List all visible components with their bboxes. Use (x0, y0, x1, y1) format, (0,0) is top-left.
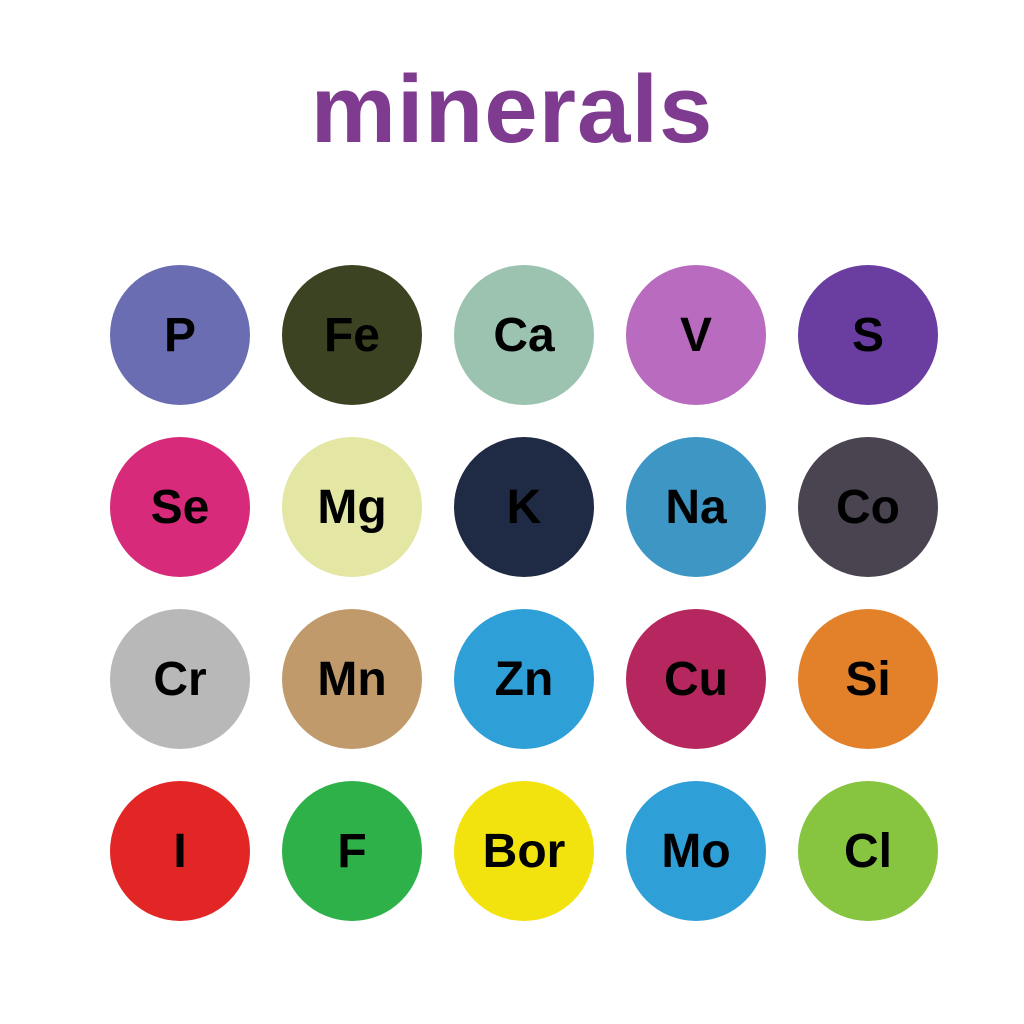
mineral-label: P (164, 308, 196, 363)
mineral-circle: Cr (110, 609, 250, 749)
mineral-label: I (173, 824, 186, 879)
mineral-label: V (680, 308, 712, 363)
mineral-label: Mn (317, 652, 386, 707)
mineral-label: Co (836, 480, 900, 535)
mineral-circle: Fe (282, 265, 422, 405)
mineral-circle: Mn (282, 609, 422, 749)
mineral-circle: Bor (454, 781, 594, 921)
mineral-label: Mg (317, 480, 386, 535)
mineral-circle: Ca (454, 265, 594, 405)
mineral-label: Ca (493, 308, 554, 363)
mineral-circle: S (798, 265, 938, 405)
mineral-circle: Se (110, 437, 250, 577)
mineral-circle: Mo (626, 781, 766, 921)
mineral-circle: Na (626, 437, 766, 577)
minerals-grid: P Fe Ca V S Se Mg K Na Co Cr Mn Zn Cu Si I F Bor Mo Cl (110, 265, 925, 921)
mineral-label: Cr (153, 652, 206, 707)
mineral-circle: Zn (454, 609, 594, 749)
mineral-label: Cl (844, 824, 892, 879)
mineral-label: Se (151, 480, 210, 535)
mineral-label: Bor (483, 824, 566, 879)
mineral-label: Mo (661, 824, 730, 879)
mineral-circle: Co (798, 437, 938, 577)
mineral-circle: V (626, 265, 766, 405)
mineral-label: Si (845, 652, 890, 707)
mineral-label: S (852, 308, 884, 363)
mineral-circle: F (282, 781, 422, 921)
mineral-circle: I (110, 781, 250, 921)
minerals-infographic: minerals P Fe Ca V S Se Mg K Na Co Cr Mn Zn Cu Si I F Bor… (0, 0, 1024, 1024)
mineral-label: Na (665, 480, 726, 535)
page-title: minerals (0, 55, 1024, 165)
mineral-label: F (337, 824, 366, 879)
mineral-label: Zn (495, 652, 554, 707)
mineral-circle: Si (798, 609, 938, 749)
mineral-circle: Mg (282, 437, 422, 577)
mineral-circle: P (110, 265, 250, 405)
mineral-label: Cu (664, 652, 728, 707)
mineral-circle: Cu (626, 609, 766, 749)
mineral-label: Fe (324, 308, 380, 363)
mineral-label: K (507, 480, 542, 535)
mineral-circle: K (454, 437, 594, 577)
mineral-circle: Cl (798, 781, 938, 921)
